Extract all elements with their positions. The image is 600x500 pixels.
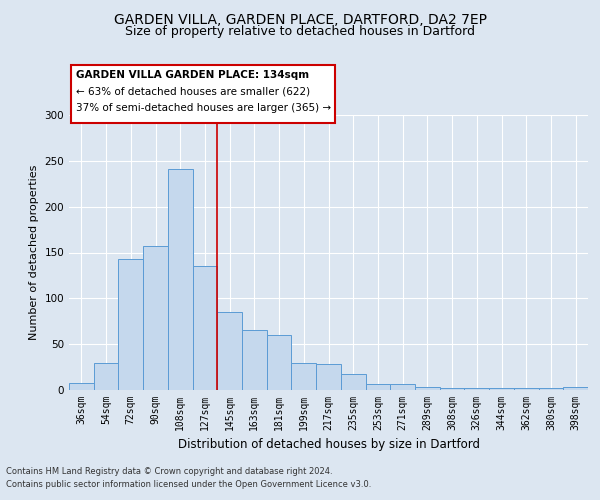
- Text: Size of property relative to detached houses in Dartford: Size of property relative to detached ho…: [125, 25, 475, 38]
- Bar: [217, 312, 242, 390]
- Bar: [415, 387, 440, 390]
- Bar: [390, 384, 415, 390]
- Bar: [168, 169, 193, 390]
- Bar: [292, 362, 316, 390]
- Bar: [539, 388, 563, 390]
- Bar: [143, 246, 168, 390]
- Y-axis label: Number of detached properties: Number of detached properties: [29, 165, 39, 340]
- Text: ← 63% of detached houses are smaller (622): ← 63% of detached houses are smaller (62…: [76, 86, 310, 97]
- Bar: [514, 388, 539, 390]
- Bar: [267, 335, 292, 390]
- Bar: [242, 330, 267, 390]
- Text: Contains HM Land Registry data © Crown copyright and database right 2024.: Contains HM Land Registry data © Crown c…: [6, 467, 332, 476]
- Bar: [94, 362, 118, 390]
- Text: GARDEN VILLA GARDEN PLACE: 134sqm: GARDEN VILLA GARDEN PLACE: 134sqm: [76, 70, 309, 80]
- X-axis label: Distribution of detached houses by size in Dartford: Distribution of detached houses by size …: [178, 438, 479, 452]
- Bar: [193, 266, 217, 390]
- Bar: [489, 388, 514, 390]
- Bar: [341, 374, 365, 390]
- Text: GARDEN VILLA, GARDEN PLACE, DARTFORD, DA2 7EP: GARDEN VILLA, GARDEN PLACE, DARTFORD, DA…: [113, 12, 487, 26]
- Bar: [365, 384, 390, 390]
- Text: 37% of semi-detached houses are larger (365) →: 37% of semi-detached houses are larger (…: [76, 103, 331, 113]
- Bar: [118, 259, 143, 390]
- Bar: [69, 382, 94, 390]
- Bar: [316, 364, 341, 390]
- Bar: [563, 387, 588, 390]
- Bar: [464, 388, 489, 390]
- Bar: [440, 388, 464, 390]
- Text: Contains public sector information licensed under the Open Government Licence v3: Contains public sector information licen…: [6, 480, 371, 489]
